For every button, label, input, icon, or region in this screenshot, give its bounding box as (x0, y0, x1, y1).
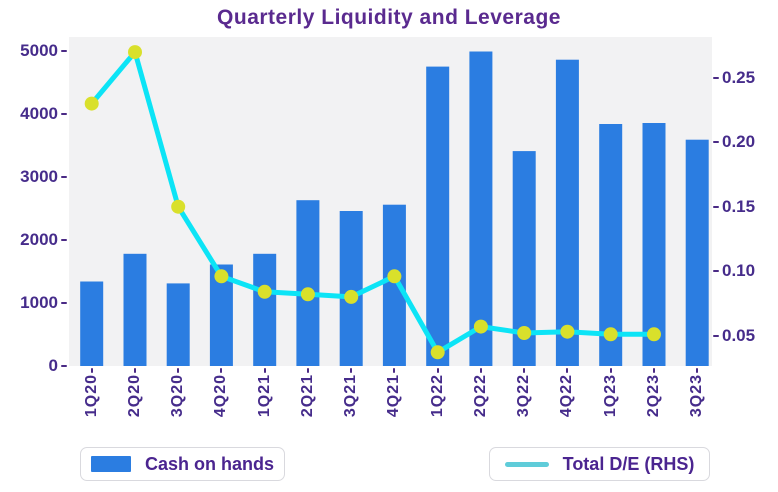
x-axis-label-3Q21: 3Q21 (342, 374, 360, 418)
x-tick-mark (479, 368, 482, 373)
x-tick-mark (90, 368, 93, 373)
right-axis-tick-0.15: 0.15 (722, 196, 756, 216)
x-axis-label-4Q20: 4Q20 (212, 374, 230, 418)
left-tick-mark (61, 365, 67, 367)
right-axis-tick-0.05: 0.05 (722, 325, 756, 345)
de-line (89, 49, 657, 355)
x-axis-label-1Q22: 1Q22 (428, 374, 446, 418)
x-axis-label-2Q21: 2Q21 (298, 374, 316, 418)
x-axis-label-2Q23: 2Q23 (644, 374, 662, 418)
right-tick-mark (713, 334, 719, 337)
x-tick-mark (523, 368, 526, 373)
x-axis-label-1Q21: 1Q21 (255, 374, 273, 418)
cash-bar-1Q22 (426, 66, 450, 366)
de-marker-4Q21 (387, 269, 402, 284)
cash-bar-4Q20 (209, 264, 233, 366)
cash-bar-3Q22 (512, 151, 536, 366)
x-tick-mark (609, 368, 612, 373)
x-axis-label-1Q23: 1Q23 (601, 374, 619, 418)
de-marker-2Q23 (647, 327, 661, 342)
left-tick-mark (61, 301, 67, 304)
right-tick-mark (713, 270, 719, 273)
right-axis-tick-0.25: 0.25 (722, 67, 756, 87)
x-axis-label-2Q22: 2Q22 (471, 374, 489, 418)
cash-bar-3Q23 (685, 139, 709, 366)
x-tick-mark (177, 368, 180, 373)
left-axis-tick-3000: 3000 (20, 166, 58, 186)
plot-area (69, 37, 712, 366)
x-axis-label-3Q22: 3Q22 (515, 374, 533, 418)
de-marker-4Q20 (214, 269, 229, 284)
right-tick-mark (713, 141, 719, 144)
cash-bar-1Q20 (80, 281, 104, 366)
x-tick-mark (263, 368, 266, 373)
chart-canvas (80, 45, 709, 366)
de-marker-1Q21 (257, 284, 272, 299)
x-axis-label-4Q22: 4Q22 (558, 374, 576, 418)
de-marker-1Q22 (430, 345, 445, 360)
cash-bar-2Q21 (296, 200, 320, 366)
de-marker-3Q20 (171, 199, 186, 214)
right-tick-mark (713, 76, 719, 79)
de-marker-2Q21 (300, 287, 315, 302)
x-axis-label-4Q21: 4Q21 (385, 374, 403, 418)
legend-cash-on-hands: Cash on hands (80, 447, 285, 481)
legend-de-label: Total D/E (RHS) (562, 453, 695, 474)
cash-bar-1Q21 (253, 253, 277, 366)
de-marker-2Q20 (128, 45, 142, 60)
x-axis-label-3Q23: 3Q23 (688, 374, 706, 418)
x-tick-mark (306, 368, 309, 373)
left-tick-mark (61, 238, 67, 241)
de-marker-3Q21 (344, 289, 359, 304)
x-tick-mark (652, 368, 655, 373)
left-axis-tick-4000: 4000 (20, 103, 58, 123)
left-tick-mark (61, 175, 67, 178)
cash-bar-2Q23 (642, 123, 666, 366)
x-tick-mark (350, 368, 353, 373)
x-tick-mark (393, 368, 396, 373)
x-tick-mark (566, 368, 569, 373)
right-axis-tick-0.10: 0.10 (722, 261, 756, 281)
de-marker-1Q20 (84, 96, 99, 111)
left-tick-mark (61, 112, 67, 115)
cash-bar-4Q21 (382, 204, 406, 366)
left-axis-tick-2000: 2000 (20, 229, 58, 249)
cash-bar-1Q23 (599, 124, 623, 366)
de-marker-3Q22 (517, 326, 532, 340)
cash-bar-3Q20 (166, 283, 190, 366)
cash-bar-3Q21 (339, 211, 363, 366)
left-axis-tick-0: 0 (48, 356, 58, 375)
x-tick-mark (133, 368, 136, 373)
de-marker-2Q22 (473, 319, 488, 334)
bar-swatch-icon (90, 456, 131, 472)
right-tick-mark (713, 205, 719, 208)
cash-bar-2Q22 (469, 51, 493, 366)
left-tick-mark (61, 49, 67, 52)
x-axis-label-3Q20: 3Q20 (169, 374, 187, 418)
x-tick-mark (436, 368, 439, 373)
cash-bar-4Q22 (555, 59, 579, 366)
cash-bar-2Q20 (123, 253, 147, 366)
right-axis-tick-0.20: 0.20 (722, 132, 756, 152)
de-marker-1Q23 (603, 327, 618, 342)
left-axis-tick-5000: 5000 (20, 40, 58, 60)
left-axis-tick-1000: 1000 (20, 292, 58, 312)
chart-title: Quarterly Liquidity and Leverage (217, 6, 561, 29)
x-tick-mark (696, 368, 699, 373)
de-marker-4Q22 (560, 324, 575, 339)
x-axis-label-2Q20: 2Q20 (125, 374, 143, 418)
legend-total-de: Total D/E (RHS) (489, 447, 710, 481)
line-swatch-icon (504, 461, 549, 467)
x-tick-mark (220, 368, 223, 373)
x-axis-label-1Q20: 1Q20 (82, 374, 100, 418)
legend-cash-label: Cash on hands (144, 453, 274, 474)
